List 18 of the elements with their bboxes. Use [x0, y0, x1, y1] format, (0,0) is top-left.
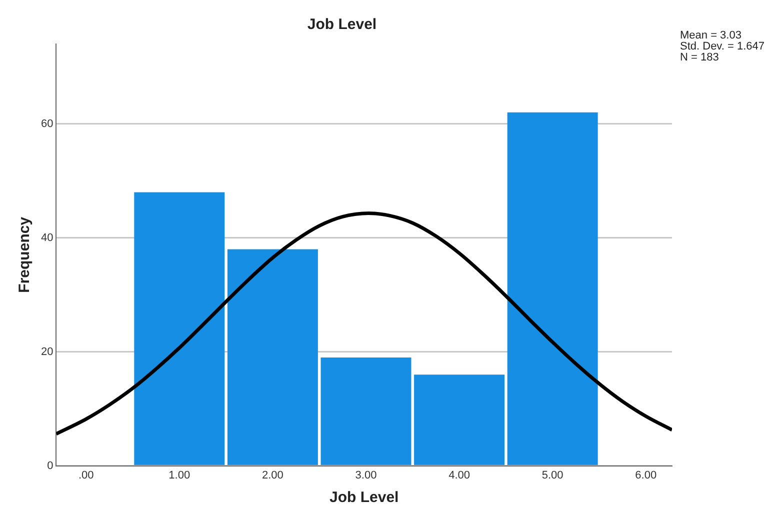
line-series [56, 212, 672, 436]
text: Std. Dev. = 1.647 [680, 40, 764, 53]
y-tick-label: 20 [40, 346, 54, 358]
text: Mean = 3.03 [680, 30, 742, 42]
y-tick-label: 40 [40, 232, 54, 244]
x-tick-label: 6.00 [635, 469, 657, 482]
y-tick-label: 0 [47, 460, 54, 472]
x-tick-label: 5.00 [542, 469, 564, 482]
x-tick-label: 4.00 [448, 469, 470, 482]
y-tick-label: 60 [40, 118, 54, 130]
x-tick-label: .00 [78, 469, 94, 482]
y-axis-title: Frequency [16, 216, 34, 293]
x-tick-label: 2.00 [262, 469, 284, 482]
x-tick-label: 1.00 [168, 469, 190, 482]
text: N = 183 [680, 52, 719, 64]
x-tick-label: 3.00 [355, 469, 377, 482]
chart-title: Job Level [307, 16, 377, 34]
x-axis-title: Job Level [330, 489, 399, 506]
